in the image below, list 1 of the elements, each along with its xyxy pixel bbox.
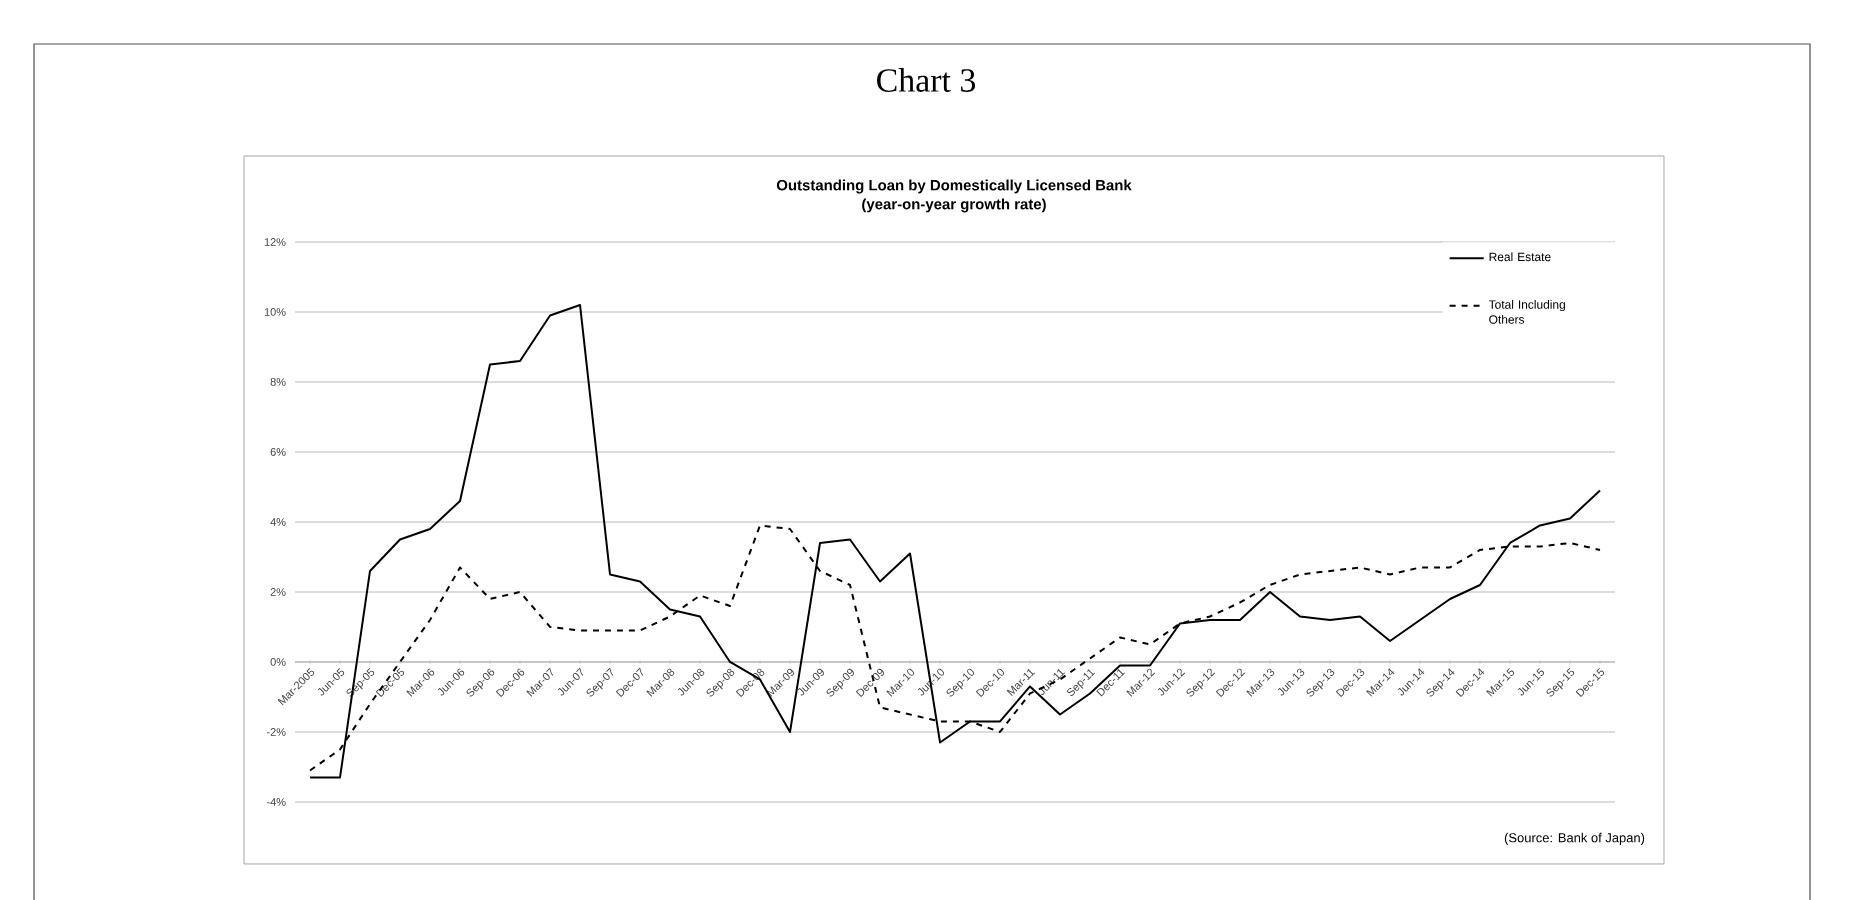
chart-title: Chart 3 xyxy=(877,68,976,92)
